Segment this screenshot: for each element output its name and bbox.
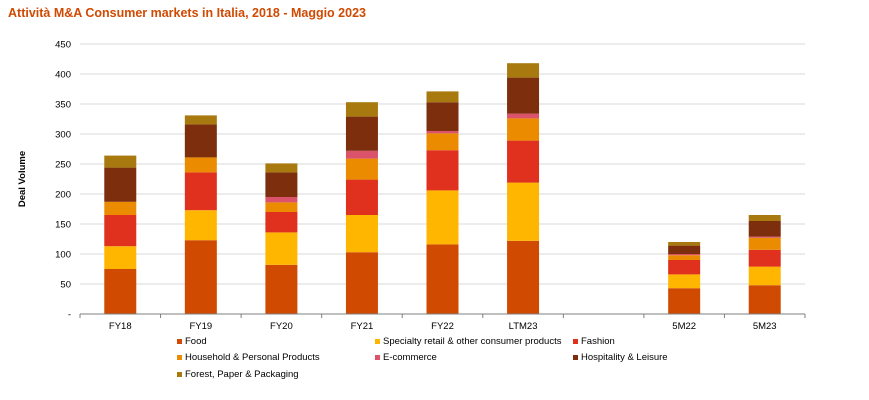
axes: - 50 100 150 200 250 300 350 400 450 Deal Volume FY… bbox=[17, 40, 806, 332]
bar-segment bbox=[104, 215, 137, 247]
legend: Food Specialty retail & other consumer pr… bbox=[177, 336, 668, 380]
y-tick-label: - bbox=[68, 310, 71, 321]
bar-segment bbox=[426, 244, 459, 314]
bar-segment bbox=[748, 249, 781, 267]
bar-segment bbox=[748, 237, 781, 250]
bar-segment bbox=[507, 140, 540, 183]
x-tick-label: FY19 bbox=[189, 321, 212, 332]
bar-segment bbox=[184, 240, 217, 314]
bar-segment bbox=[184, 210, 217, 241]
bar-segment bbox=[748, 285, 781, 314]
bar-segment bbox=[426, 131, 459, 134]
legend-swatch bbox=[375, 339, 380, 344]
bar-segment bbox=[265, 212, 298, 233]
bar-segment bbox=[668, 288, 701, 314]
bar-segment bbox=[345, 158, 378, 180]
bar-segment bbox=[748, 215, 781, 221]
bar-segment bbox=[104, 246, 137, 269]
bar-segment bbox=[345, 102, 378, 117]
bar-segment bbox=[104, 155, 137, 168]
legend-swatch bbox=[177, 372, 182, 377]
legend-label: Food bbox=[185, 336, 207, 347]
bar-segment bbox=[345, 215, 378, 253]
bar-segment bbox=[748, 221, 781, 237]
bar-segment bbox=[265, 163, 298, 173]
bar-segment bbox=[265, 232, 298, 265]
bar-segment bbox=[668, 242, 701, 246]
bar-segment bbox=[668, 260, 701, 275]
y-tick-label: 400 bbox=[55, 70, 71, 81]
bar-segment bbox=[668, 254, 701, 256]
legend-label: Household & Personal Products bbox=[185, 352, 320, 363]
legend-swatch bbox=[177, 355, 182, 360]
x-tick-label: FY21 bbox=[351, 321, 374, 332]
bar-segment bbox=[507, 77, 540, 114]
bar-segment bbox=[748, 266, 781, 286]
bar-segment bbox=[507, 240, 540, 314]
y-tick-label: 350 bbox=[55, 100, 71, 111]
y-tick-label: 50 bbox=[60, 280, 71, 291]
bar-segment bbox=[345, 252, 378, 314]
bar-segment bbox=[265, 197, 298, 203]
bar-segment bbox=[426, 150, 459, 191]
legend-label: Fashion bbox=[581, 336, 615, 347]
x-tick-label: FY18 bbox=[109, 321, 132, 332]
x-tick-label: 5M23 bbox=[753, 321, 777, 332]
bars bbox=[104, 63, 781, 314]
bar-segment bbox=[265, 172, 298, 197]
bar-segment bbox=[426, 102, 459, 131]
bar-segment bbox=[668, 255, 701, 260]
bar-segment bbox=[426, 190, 459, 245]
x-tick-label: FY20 bbox=[270, 321, 293, 332]
y-axis-label: Deal Volume bbox=[17, 151, 28, 207]
bar-segment bbox=[345, 116, 378, 151]
x-tick-label: LTM23 bbox=[509, 321, 538, 332]
bar-segment bbox=[507, 63, 540, 78]
bar-segment bbox=[104, 167, 137, 202]
bar-segment bbox=[668, 245, 701, 254]
bar-segment bbox=[507, 182, 540, 241]
legend-swatch bbox=[177, 339, 182, 344]
bar-segment bbox=[345, 150, 378, 159]
bar-segment bbox=[748, 236, 781, 238]
y-tick-label: 150 bbox=[55, 220, 71, 231]
bar-segment bbox=[426, 91, 459, 103]
bar-segment bbox=[184, 157, 217, 173]
chart-title: Attività M&A Consumer markets in Italia,… bbox=[8, 6, 366, 20]
y-tick-label: 250 bbox=[55, 160, 71, 171]
y-tick-label: 200 bbox=[55, 190, 71, 201]
bar-segment bbox=[507, 113, 540, 119]
bar-segment bbox=[184, 124, 217, 158]
y-tick-label: 100 bbox=[55, 250, 71, 261]
legend-label: Specialty retail & other consumer produc… bbox=[383, 336, 562, 347]
bar-segment bbox=[104, 269, 137, 314]
x-tick-label: FY22 bbox=[431, 321, 454, 332]
legend-label: E-commerce bbox=[383, 352, 437, 363]
bar-segment bbox=[265, 202, 298, 212]
bar-segment bbox=[345, 179, 378, 215]
y-tick-label: 450 bbox=[55, 40, 71, 51]
legend-label: Forest, Paper & Packaging bbox=[185, 369, 299, 380]
bar-segment bbox=[184, 172, 217, 211]
bar-segment bbox=[668, 274, 701, 289]
legend-swatch bbox=[573, 355, 578, 360]
legend-label: Hospitality & Leisure bbox=[581, 352, 668, 363]
bar-segment bbox=[104, 201, 137, 215]
y-tick-label: 300 bbox=[55, 130, 71, 141]
x-tick-label: 5M22 bbox=[672, 321, 696, 332]
legend-swatch bbox=[375, 355, 380, 360]
bar-segment bbox=[265, 264, 298, 314]
legend-swatch bbox=[573, 339, 578, 344]
bar-segment bbox=[507, 118, 540, 141]
bar-segment bbox=[426, 133, 459, 151]
bar-segment bbox=[184, 115, 217, 125]
